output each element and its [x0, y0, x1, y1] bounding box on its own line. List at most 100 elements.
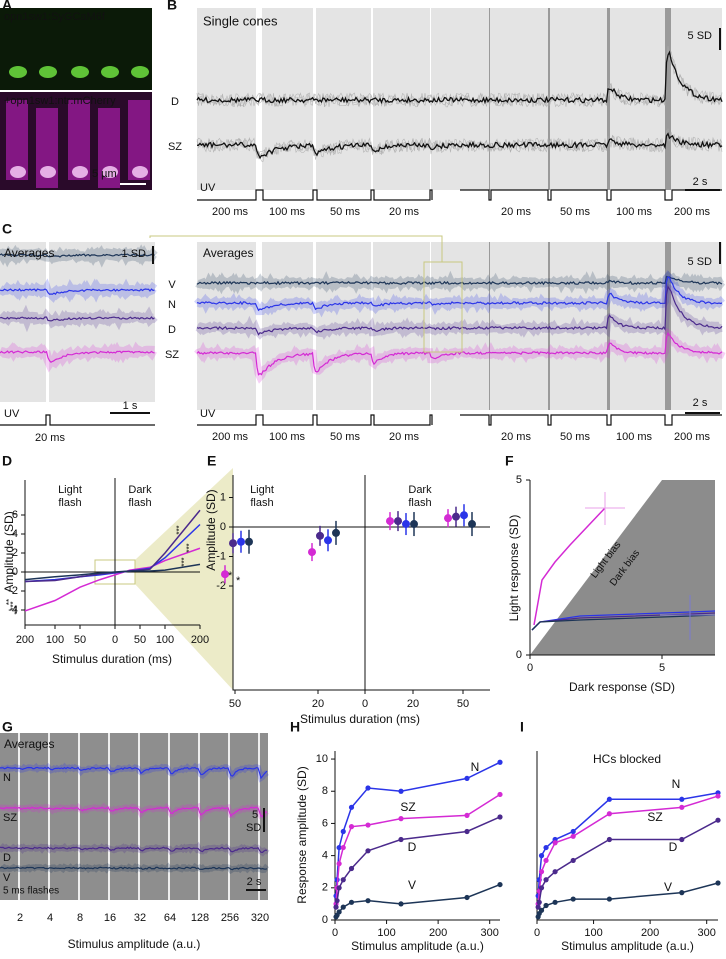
chart-title: HCs blocked [593, 752, 661, 766]
title: Averages [4, 246, 54, 260]
trace-label: D [171, 96, 179, 108]
point [497, 881, 503, 888]
point [543, 844, 549, 851]
panel-label: A [2, 0, 12, 13]
scale-label: 2 s [693, 397, 708, 409]
series-line [537, 795, 719, 904]
tick-label: 50 [229, 698, 241, 710]
title: Averages [4, 737, 54, 751]
point [715, 817, 721, 823]
series-line [335, 761, 501, 896]
point [538, 885, 545, 891]
axis-label: Light response (SD) [507, 515, 521, 622]
tick-label: 200 [641, 927, 659, 939]
duration-label: 100 ms [616, 431, 653, 443]
duration-label: 20 ms [389, 206, 419, 218]
point [570, 857, 576, 864]
point [336, 909, 342, 915]
trace-label: D [3, 852, 11, 864]
mean-trace [196, 285, 723, 336]
tick-label: 256 [221, 912, 239, 924]
flash [198, 733, 200, 900]
stim-background [0, 242, 155, 402]
tick-label: 4 [12, 528, 18, 540]
axis-label: Response amplitude (SD) [295, 766, 309, 903]
dark-flash [665, 8, 671, 190]
point [348, 865, 355, 872]
mean-trace [0, 253, 155, 258]
duration-label: 50 ms [330, 206, 360, 218]
light-flash [256, 242, 262, 410]
zoom-box [423, 261, 463, 353]
trace-label: N [168, 299, 176, 311]
point [334, 898, 340, 904]
series-line [537, 882, 719, 918]
mean-trace [0, 846, 268, 854]
point [464, 775, 470, 781]
region-label: flash [408, 497, 431, 509]
region-label: flash [128, 497, 151, 509]
tick-label: 10 [316, 753, 328, 765]
scale-label: 5 SD [688, 30, 713, 42]
tick-label: 0 [112, 634, 118, 646]
region-label: flash [250, 497, 273, 509]
tick-label: 6 [322, 817, 328, 829]
cone-magenta [128, 100, 150, 180]
mean-trace [196, 276, 723, 312]
point [340, 904, 346, 910]
point [570, 896, 576, 902]
trace-label: SZ [168, 141, 182, 153]
scale-label: 2 s [693, 176, 708, 188]
point [336, 885, 342, 891]
tick-label: 2 [322, 882, 328, 894]
point [543, 877, 549, 883]
tick-label: 320 [251, 912, 269, 924]
flash [48, 733, 50, 900]
point [398, 788, 404, 794]
point [538, 869, 545, 875]
point [468, 520, 476, 529]
significance: *** [180, 557, 189, 566]
trace-label: D [168, 324, 176, 336]
point [221, 570, 229, 579]
tick-label: 20 [312, 698, 324, 710]
cone-overlay [132, 166, 148, 178]
duration-label: 100 ms [269, 206, 306, 218]
flash [108, 733, 110, 900]
point [410, 520, 418, 529]
scale-label: 1 SD [122, 248, 147, 260]
point [333, 904, 339, 910]
title: Single cones [203, 13, 278, 28]
mean-trace [0, 806, 268, 818]
tick-label: 0 [332, 927, 338, 939]
stim-background [0, 733, 268, 900]
point [552, 840, 558, 846]
point [715, 880, 721, 886]
point [570, 833, 576, 839]
duration-label: 200 ms [212, 431, 249, 443]
point [340, 828, 346, 835]
point [365, 898, 371, 904]
flash [138, 733, 140, 900]
legend-label: V [408, 878, 416, 892]
tick-label: 1 [220, 491, 226, 503]
scale-label: 5 [252, 809, 258, 821]
mean-trace [196, 50, 723, 105]
point [606, 896, 613, 902]
mean-trace [0, 766, 268, 780]
light-flash [46, 242, 49, 402]
legend-label: D [669, 840, 678, 854]
tick-label: 0 [362, 698, 368, 710]
dark-flash [607, 8, 610, 190]
panel-label: G [2, 719, 13, 735]
tick-label: 16 [104, 912, 116, 924]
legend-label: N [672, 777, 681, 791]
mean-trace [0, 350, 155, 363]
point [538, 853, 545, 859]
scale-label: 5 SD [688, 256, 713, 268]
tick-label: 200 [16, 634, 34, 646]
stimulus-trace [0, 414, 155, 426]
point [386, 517, 394, 526]
zoom-link [149, 235, 443, 262]
significance: ** [5, 599, 14, 605]
